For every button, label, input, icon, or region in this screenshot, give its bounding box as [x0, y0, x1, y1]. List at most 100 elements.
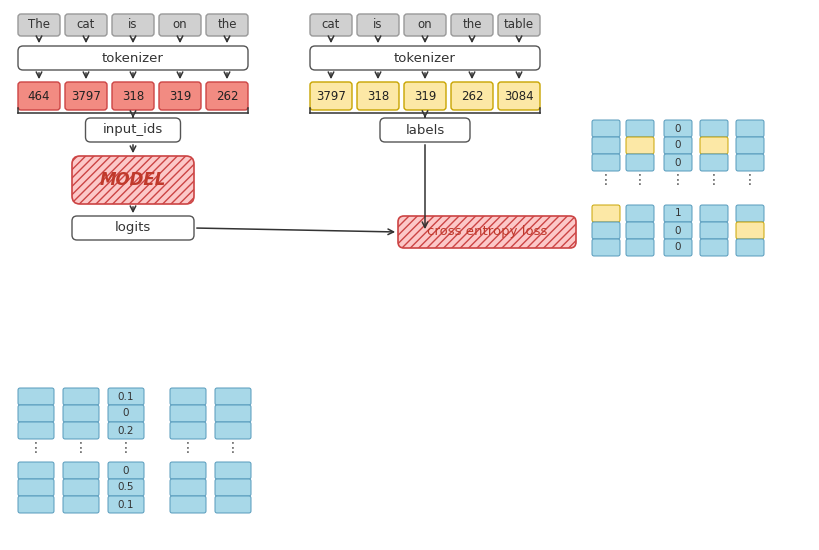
- FancyBboxPatch shape: [398, 216, 576, 248]
- Text: 0: 0: [123, 465, 129, 476]
- FancyBboxPatch shape: [310, 46, 540, 70]
- FancyBboxPatch shape: [736, 137, 764, 154]
- Text: 0: 0: [675, 157, 681, 168]
- Text: 0.2: 0.2: [118, 426, 134, 436]
- FancyBboxPatch shape: [736, 239, 764, 256]
- FancyBboxPatch shape: [592, 222, 620, 239]
- Text: ⋮: ⋮: [633, 173, 647, 187]
- FancyBboxPatch shape: [170, 462, 206, 479]
- FancyBboxPatch shape: [63, 462, 99, 479]
- FancyBboxPatch shape: [451, 82, 493, 110]
- FancyBboxPatch shape: [592, 205, 620, 222]
- FancyBboxPatch shape: [65, 82, 107, 110]
- Text: 319: 319: [414, 90, 437, 102]
- Text: the: the: [217, 19, 237, 31]
- FancyBboxPatch shape: [215, 496, 251, 513]
- Text: 464: 464: [28, 90, 50, 102]
- Text: ⋮: ⋮: [119, 441, 133, 455]
- FancyBboxPatch shape: [700, 120, 728, 137]
- FancyBboxPatch shape: [63, 479, 99, 496]
- Text: 0: 0: [675, 243, 681, 252]
- Text: ⋮: ⋮: [226, 441, 240, 455]
- FancyBboxPatch shape: [736, 222, 764, 239]
- FancyBboxPatch shape: [736, 154, 764, 171]
- FancyBboxPatch shape: [498, 82, 540, 110]
- FancyBboxPatch shape: [108, 479, 144, 496]
- FancyBboxPatch shape: [404, 82, 446, 110]
- Text: 3797: 3797: [71, 90, 101, 102]
- FancyBboxPatch shape: [170, 422, 206, 439]
- Text: 3084: 3084: [505, 90, 534, 102]
- Text: on: on: [173, 19, 188, 31]
- Text: table: table: [504, 19, 534, 31]
- FancyBboxPatch shape: [18, 82, 60, 110]
- FancyBboxPatch shape: [380, 118, 470, 142]
- Text: 318: 318: [367, 90, 389, 102]
- Text: 0.1: 0.1: [118, 499, 134, 509]
- Text: 3797: 3797: [316, 90, 346, 102]
- FancyBboxPatch shape: [451, 14, 493, 36]
- FancyBboxPatch shape: [664, 222, 692, 239]
- FancyBboxPatch shape: [159, 82, 201, 110]
- FancyBboxPatch shape: [170, 405, 206, 422]
- FancyBboxPatch shape: [63, 405, 99, 422]
- FancyBboxPatch shape: [700, 154, 728, 171]
- FancyBboxPatch shape: [85, 118, 180, 142]
- FancyBboxPatch shape: [215, 405, 251, 422]
- FancyBboxPatch shape: [592, 137, 620, 154]
- Text: cat: cat: [77, 19, 95, 31]
- FancyBboxPatch shape: [108, 405, 144, 422]
- FancyBboxPatch shape: [206, 82, 248, 110]
- FancyBboxPatch shape: [626, 239, 654, 256]
- Text: cross entropy loss: cross entropy loss: [427, 226, 547, 239]
- FancyBboxPatch shape: [206, 14, 248, 36]
- FancyBboxPatch shape: [215, 479, 251, 496]
- FancyBboxPatch shape: [626, 137, 654, 154]
- FancyBboxPatch shape: [664, 154, 692, 171]
- Text: ⋮: ⋮: [707, 173, 721, 187]
- Text: 0.5: 0.5: [118, 482, 134, 492]
- FancyBboxPatch shape: [404, 14, 446, 36]
- FancyBboxPatch shape: [626, 205, 654, 222]
- FancyBboxPatch shape: [63, 496, 99, 513]
- FancyBboxPatch shape: [592, 120, 620, 137]
- Text: 318: 318: [122, 90, 144, 102]
- FancyBboxPatch shape: [664, 205, 692, 222]
- FancyBboxPatch shape: [498, 14, 540, 36]
- FancyBboxPatch shape: [664, 120, 692, 137]
- FancyBboxPatch shape: [18, 496, 54, 513]
- FancyBboxPatch shape: [108, 388, 144, 405]
- Text: 0: 0: [123, 409, 129, 419]
- FancyBboxPatch shape: [592, 154, 620, 171]
- Text: 319: 319: [169, 90, 191, 102]
- FancyBboxPatch shape: [112, 14, 154, 36]
- FancyBboxPatch shape: [63, 422, 99, 439]
- Text: 0.1: 0.1: [118, 392, 134, 402]
- Text: the: the: [462, 19, 482, 31]
- FancyBboxPatch shape: [170, 496, 206, 513]
- FancyBboxPatch shape: [700, 205, 728, 222]
- FancyBboxPatch shape: [18, 14, 60, 36]
- Text: 262: 262: [215, 90, 238, 102]
- FancyBboxPatch shape: [700, 222, 728, 239]
- Text: tokenizer: tokenizer: [102, 52, 164, 64]
- FancyBboxPatch shape: [736, 120, 764, 137]
- Text: ⋮: ⋮: [181, 441, 195, 455]
- Text: labels: labels: [405, 124, 445, 136]
- FancyBboxPatch shape: [18, 405, 54, 422]
- Text: 0: 0: [675, 124, 681, 134]
- FancyBboxPatch shape: [215, 462, 251, 479]
- FancyBboxPatch shape: [18, 422, 54, 439]
- FancyBboxPatch shape: [310, 82, 352, 110]
- FancyBboxPatch shape: [18, 388, 54, 405]
- FancyBboxPatch shape: [736, 205, 764, 222]
- FancyBboxPatch shape: [592, 239, 620, 256]
- Text: MODEL: MODEL: [100, 171, 166, 189]
- FancyBboxPatch shape: [108, 462, 144, 479]
- FancyBboxPatch shape: [112, 82, 154, 110]
- FancyBboxPatch shape: [215, 388, 251, 405]
- Text: input_ids: input_ids: [103, 124, 163, 136]
- Text: is: is: [129, 19, 138, 31]
- FancyBboxPatch shape: [626, 120, 654, 137]
- Text: 1: 1: [675, 208, 681, 218]
